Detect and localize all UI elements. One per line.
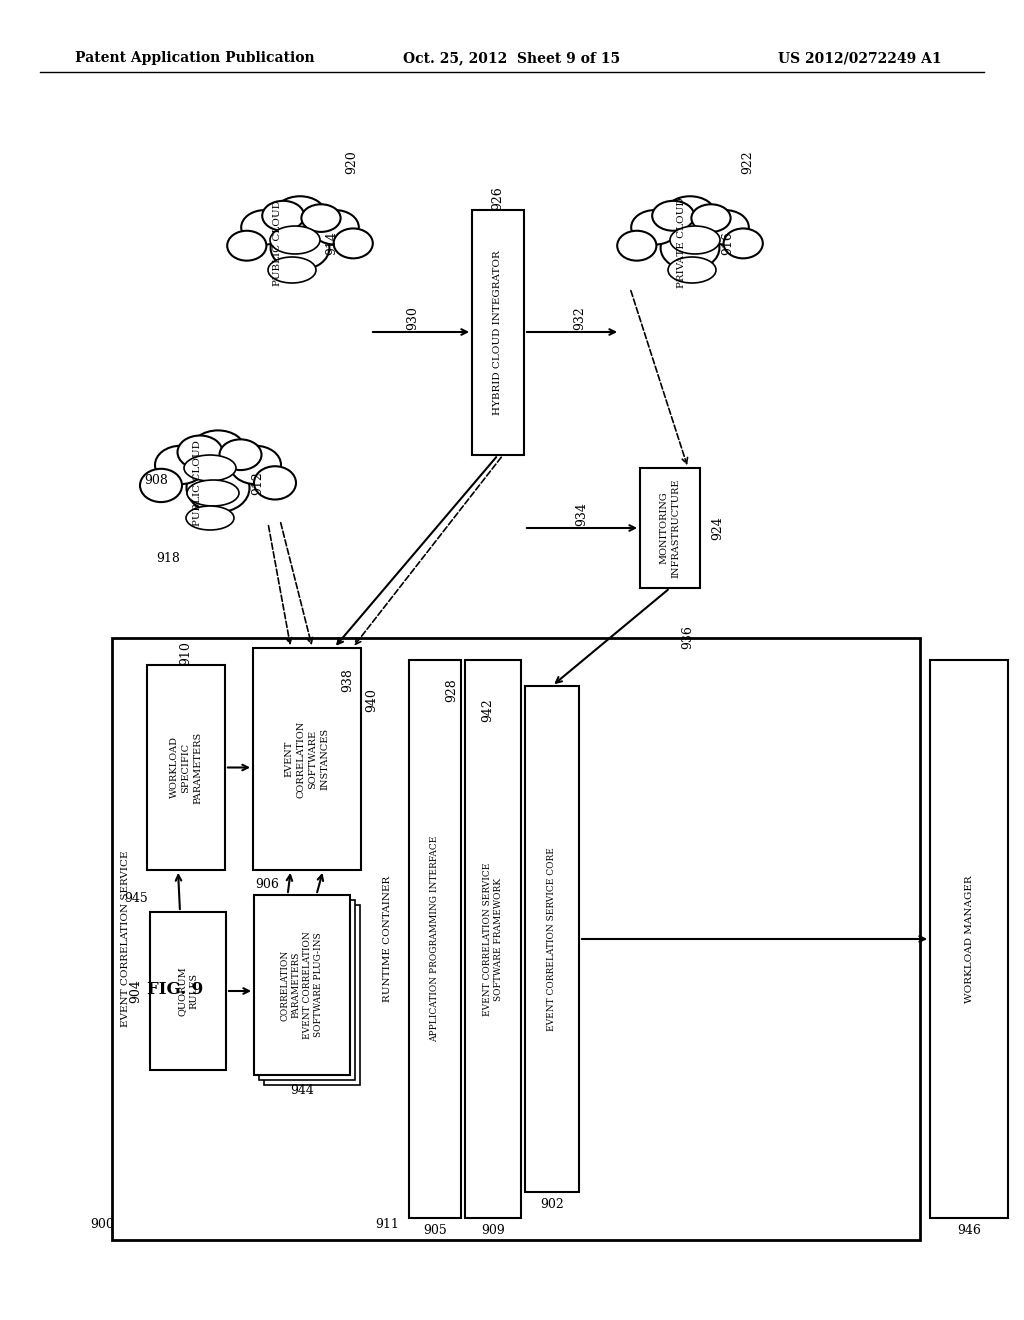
- Ellipse shape: [660, 226, 720, 269]
- Ellipse shape: [191, 430, 245, 469]
- Text: 934: 934: [575, 502, 589, 525]
- Ellipse shape: [668, 257, 716, 282]
- Text: 936: 936: [682, 626, 694, 649]
- FancyBboxPatch shape: [930, 660, 1008, 1218]
- Ellipse shape: [155, 446, 206, 484]
- FancyBboxPatch shape: [254, 895, 350, 1074]
- Text: PRIVATE CLOUD: PRIVATE CLOUD: [678, 198, 686, 288]
- Text: 942: 942: [481, 698, 495, 722]
- Text: 918: 918: [156, 552, 180, 565]
- Text: 922: 922: [741, 150, 755, 174]
- Text: RUNTIME CONTAINER: RUNTIME CONTAINER: [383, 876, 391, 1002]
- FancyBboxPatch shape: [112, 638, 920, 1239]
- Text: 945: 945: [124, 891, 147, 904]
- Ellipse shape: [270, 226, 330, 269]
- Text: 938: 938: [341, 668, 354, 692]
- Text: MONITORING
INFRASTRUCTURE: MONITORING INFRASTRUCTURE: [659, 478, 680, 578]
- Text: 932: 932: [573, 306, 587, 330]
- Text: 906: 906: [255, 878, 279, 891]
- Ellipse shape: [177, 436, 222, 469]
- Text: 902: 902: [540, 1197, 564, 1210]
- Text: 928: 928: [445, 678, 459, 702]
- Text: APPLICATION PROGRAMMING INTERFACE: APPLICATION PROGRAMMING INTERFACE: [430, 836, 439, 1043]
- Ellipse shape: [230, 446, 281, 484]
- Text: FIG. 9: FIG. 9: [146, 982, 203, 998]
- Ellipse shape: [670, 226, 720, 253]
- Ellipse shape: [140, 469, 182, 502]
- Text: 912: 912: [252, 471, 264, 495]
- Text: 916: 916: [722, 231, 734, 255]
- Ellipse shape: [274, 197, 326, 231]
- Ellipse shape: [617, 231, 656, 260]
- Ellipse shape: [242, 210, 289, 244]
- Text: 900: 900: [90, 1217, 114, 1230]
- Text: CORRELATION
PARAMETERS
EVENT CORRELATION
SOFTWARE PLUG-INS: CORRELATION PARAMETERS EVENT CORRELATION…: [281, 931, 324, 1039]
- Ellipse shape: [665, 197, 715, 231]
- Text: EVENT
CORRELATION
SOFTWARE
INSTANCES: EVENT CORRELATION SOFTWARE INSTANCES: [285, 721, 329, 797]
- Text: 920: 920: [345, 150, 358, 174]
- FancyBboxPatch shape: [640, 469, 700, 587]
- FancyBboxPatch shape: [253, 648, 361, 870]
- Text: 910: 910: [179, 642, 193, 665]
- Text: 908: 908: [144, 474, 168, 487]
- Ellipse shape: [262, 201, 304, 231]
- Ellipse shape: [652, 201, 694, 231]
- FancyBboxPatch shape: [525, 686, 579, 1192]
- Ellipse shape: [270, 226, 319, 253]
- Ellipse shape: [724, 228, 763, 259]
- FancyBboxPatch shape: [150, 912, 226, 1071]
- Ellipse shape: [187, 480, 239, 506]
- Ellipse shape: [254, 466, 296, 499]
- Text: QUORUM
RULES: QUORUM RULES: [177, 966, 199, 1016]
- Text: EVENT CORRELATION SERVICE
SOFTWARE FRAMEWORK: EVENT CORRELATION SERVICE SOFTWARE FRAME…: [482, 862, 504, 1015]
- Ellipse shape: [301, 205, 341, 232]
- Ellipse shape: [268, 257, 316, 282]
- Text: WORKLOAD MANAGER: WORKLOAD MANAGER: [965, 875, 974, 1003]
- Text: 909: 909: [481, 1224, 505, 1237]
- Text: 904: 904: [129, 979, 142, 1003]
- Text: 940: 940: [366, 688, 379, 711]
- Text: 926: 926: [492, 186, 505, 210]
- Text: 911: 911: [375, 1217, 399, 1230]
- Text: HYBRID CLOUD INTEGRATOR: HYBRID CLOUD INTEGRATOR: [494, 249, 503, 414]
- Ellipse shape: [227, 231, 266, 260]
- FancyBboxPatch shape: [259, 900, 355, 1080]
- FancyBboxPatch shape: [147, 665, 225, 870]
- Ellipse shape: [701, 210, 749, 244]
- Text: 946: 946: [957, 1224, 981, 1237]
- Ellipse shape: [631, 210, 679, 244]
- Text: PUBLIC CLOUD: PUBLIC CLOUD: [194, 440, 203, 525]
- Ellipse shape: [334, 228, 373, 259]
- Text: WORKLOAD
SPECIFIC
PARAMETERS: WORKLOAD SPECIFIC PARAMETERS: [170, 731, 203, 804]
- FancyBboxPatch shape: [264, 906, 360, 1085]
- FancyBboxPatch shape: [409, 660, 461, 1218]
- Ellipse shape: [186, 506, 234, 531]
- Text: 930: 930: [407, 306, 420, 330]
- Ellipse shape: [219, 440, 261, 470]
- Ellipse shape: [184, 455, 236, 480]
- Text: 914: 914: [326, 231, 339, 255]
- Text: 924: 924: [712, 516, 725, 540]
- FancyBboxPatch shape: [472, 210, 524, 455]
- Ellipse shape: [691, 205, 730, 232]
- Text: EVENT CORRELATION SERVICE: EVENT CORRELATION SERVICE: [122, 851, 130, 1027]
- Ellipse shape: [311, 210, 358, 244]
- Ellipse shape: [186, 463, 250, 512]
- Text: 905: 905: [423, 1224, 446, 1237]
- Text: PUBLIC CLOUD: PUBLIC CLOUD: [273, 201, 283, 286]
- Text: Oct. 25, 2012  Sheet 9 of 15: Oct. 25, 2012 Sheet 9 of 15: [403, 51, 621, 65]
- Text: Patent Application Publication: Patent Application Publication: [75, 51, 314, 65]
- Text: EVENT CORRELATION SERVICE CORE: EVENT CORRELATION SERVICE CORE: [548, 847, 556, 1031]
- FancyBboxPatch shape: [465, 660, 521, 1218]
- Text: US 2012/0272249 A1: US 2012/0272249 A1: [778, 51, 942, 65]
- Text: 944: 944: [290, 1085, 314, 1097]
